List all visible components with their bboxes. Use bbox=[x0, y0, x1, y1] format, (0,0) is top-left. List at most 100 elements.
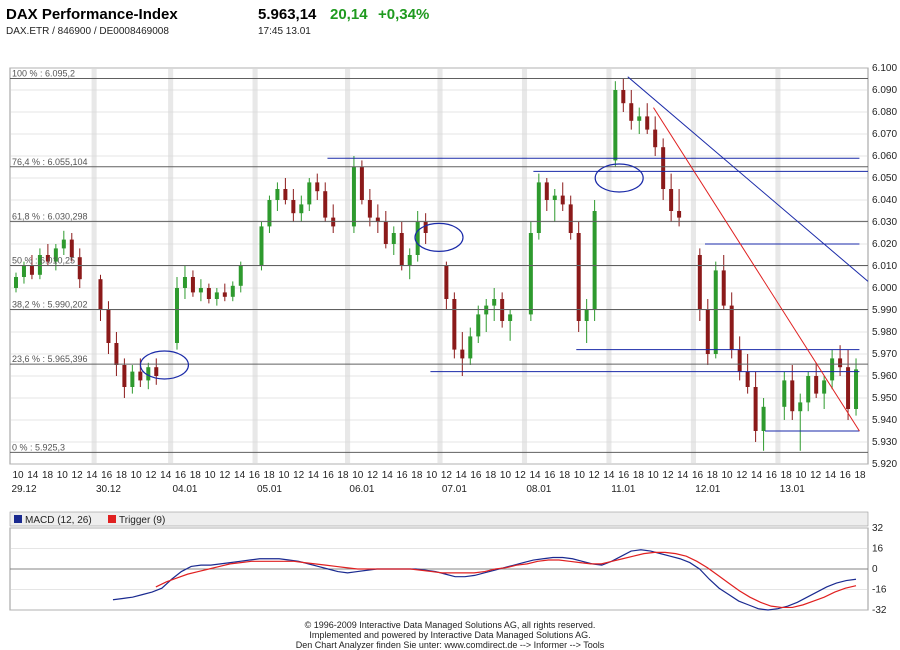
macd-chart[interactable]: MACD (12, 26) Trigger (9) 32 16 0 -16 -32 bbox=[0, 510, 900, 620]
x-tick-label: 12 bbox=[662, 470, 674, 481]
candle-body bbox=[584, 310, 589, 321]
candle-body bbox=[106, 310, 111, 343]
candle-body bbox=[552, 195, 557, 200]
candle-body bbox=[61, 239, 66, 249]
x-tick-label: 18 bbox=[781, 470, 793, 481]
session-separator bbox=[521, 68, 528, 464]
candle-body bbox=[721, 270, 726, 306]
candle-body bbox=[830, 358, 835, 381]
candle-body bbox=[230, 285, 235, 297]
x-tick-label: 18 bbox=[190, 470, 202, 481]
x-tick-label: 14 bbox=[27, 470, 39, 481]
x-tick-label: 12 bbox=[441, 470, 453, 481]
x-tick-label: 14 bbox=[529, 470, 541, 481]
x-tick-label: 12 bbox=[367, 470, 379, 481]
x-tick-label: 16 bbox=[766, 470, 778, 481]
candle-body bbox=[705, 310, 710, 354]
candle-body bbox=[307, 182, 312, 205]
candle-body bbox=[854, 369, 859, 409]
candle-body bbox=[492, 299, 497, 306]
x-tick-label: 14 bbox=[382, 470, 394, 481]
x-tick-label: 18 bbox=[411, 470, 423, 481]
candle-body bbox=[423, 222, 428, 233]
candle-body bbox=[14, 277, 18, 288]
candle-body bbox=[621, 90, 626, 104]
x-tick-label: 16 bbox=[175, 470, 187, 481]
x-tick-label: 18 bbox=[854, 470, 866, 481]
candle-body bbox=[146, 367, 151, 381]
x-tick-label: 12 bbox=[219, 470, 231, 481]
chart-analyzer-link-text[interactable]: Den Chart Analyzer finden Sie unter: www… bbox=[295, 640, 605, 650]
session-separator bbox=[252, 68, 258, 464]
session-separator bbox=[690, 68, 696, 464]
candle-body bbox=[331, 217, 336, 227]
candle-body bbox=[359, 167, 364, 200]
x-tick-label: 14 bbox=[751, 470, 763, 481]
candle-body bbox=[468, 336, 473, 359]
macd-y-tick-label: 0 bbox=[872, 564, 878, 575]
page-title: DAX Performance-Index bbox=[6, 6, 178, 23]
x-date-label: 06.01 bbox=[349, 484, 374, 495]
x-tick-label: 12 bbox=[293, 470, 305, 481]
candle-body bbox=[790, 380, 795, 412]
x-tick-label: 16 bbox=[323, 470, 335, 481]
price-chart[interactable]: 6.100 6.090 6.080 6.070 6.060 6.050 6.040 6.030… bbox=[0, 60, 900, 560]
session-separator bbox=[168, 68, 174, 464]
candle-body bbox=[576, 233, 581, 321]
macd-y-tick-label: -16 bbox=[872, 585, 887, 596]
x-tick-label: 18 bbox=[264, 470, 276, 481]
candle-body bbox=[415, 222, 420, 255]
y-tick-label: 6.070 bbox=[872, 129, 897, 140]
candle-body bbox=[669, 189, 674, 211]
candle-body bbox=[69, 239, 74, 258]
x-date-label: 29.12 bbox=[11, 484, 36, 495]
candle-body bbox=[568, 204, 573, 233]
x-tick-label: 18 bbox=[42, 470, 54, 481]
x-tick-label: 12 bbox=[145, 470, 157, 481]
candle-body bbox=[315, 182, 320, 192]
x-tick-label: 14 bbox=[308, 470, 320, 481]
x-tick-label: 18 bbox=[633, 470, 645, 481]
x-tick-label: 14 bbox=[234, 470, 246, 481]
y-tick-label: 6.050 bbox=[872, 173, 897, 184]
x-tick-label: 12 bbox=[72, 470, 84, 481]
legend-swatch bbox=[108, 515, 116, 523]
y-tick-label: 5.940 bbox=[872, 415, 897, 426]
copyright-text: © 1996-2009 Interactive Data Managed Sol… bbox=[304, 620, 596, 630]
candle-body bbox=[737, 349, 742, 372]
candle-body bbox=[528, 233, 533, 315]
x-tick-label: 10 bbox=[204, 470, 216, 481]
y-tick-label: 6.100 bbox=[872, 63, 897, 74]
candle-body bbox=[351, 167, 356, 227]
x-date-label: 07.01 bbox=[442, 484, 467, 495]
y-tick-label: 5.920 bbox=[872, 459, 897, 470]
x-tick-label: 12 bbox=[515, 470, 527, 481]
x-tick-label: 16 bbox=[101, 470, 113, 481]
candle-body bbox=[544, 182, 549, 200]
fib-level-label: 0 % : 5.925,3 bbox=[12, 442, 65, 452]
x-date-label: 11.01 bbox=[611, 484, 636, 495]
candle-body bbox=[460, 349, 465, 359]
candle-body bbox=[637, 116, 642, 121]
candle-body bbox=[846, 367, 851, 409]
macd-y-tick-label: 16 bbox=[872, 544, 884, 555]
y-tick-label: 6.030 bbox=[872, 217, 897, 228]
candle-body bbox=[299, 204, 304, 214]
fib-level-label: 38,2 % : 5.990,202 bbox=[12, 300, 88, 310]
annotation-ellipse bbox=[139, 350, 190, 380]
x-tick-label: 18 bbox=[485, 470, 497, 481]
candle-body bbox=[198, 288, 203, 293]
fib-level-label: 100 % : 6.095,2 bbox=[12, 69, 75, 79]
x-tick-label: 12 bbox=[810, 470, 822, 481]
candle-body bbox=[174, 288, 179, 343]
x-tick-label: 16 bbox=[544, 470, 556, 481]
candle-body bbox=[536, 182, 541, 233]
candle-body bbox=[761, 406, 766, 431]
trendline bbox=[653, 107, 860, 432]
candle-body bbox=[323, 191, 328, 218]
fib-level-label: 23,6 % : 5.965,396 bbox=[12, 354, 88, 364]
candle-body bbox=[814, 376, 819, 394]
x-date-label: 08.01 bbox=[526, 484, 551, 495]
legend-swatch bbox=[14, 515, 22, 523]
